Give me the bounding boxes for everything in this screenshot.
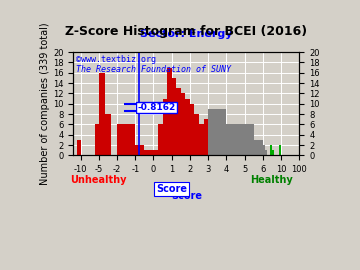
Y-axis label: Number of companies (339 total): Number of companies (339 total) [40, 22, 50, 185]
Text: -0.8162: -0.8162 [138, 103, 176, 112]
Bar [99, 73, 105, 156]
Text: ©www.textbiz.org: ©www.textbiz.org [76, 55, 156, 64]
Bar [95, 124, 99, 156]
Bar [181, 93, 185, 156]
Bar [190, 104, 194, 156]
Bar [244, 124, 254, 156]
Bar [204, 119, 208, 156]
Bar [263, 145, 265, 156]
Bar [279, 145, 281, 156]
Text: Sector: Energy: Sector: Energy [140, 29, 233, 39]
Bar [167, 68, 172, 156]
Bar [272, 150, 274, 156]
Bar [185, 99, 190, 156]
Bar [194, 114, 199, 156]
Text: Score: Score [156, 184, 187, 194]
Bar [208, 109, 217, 156]
Bar [265, 150, 267, 156]
Bar [235, 124, 244, 156]
Bar [172, 78, 176, 156]
X-axis label: Score: Score [171, 191, 202, 201]
Bar [135, 145, 144, 156]
Bar [117, 124, 126, 156]
Text: Healthy: Healthy [251, 175, 293, 185]
Bar [158, 124, 163, 156]
Bar [176, 88, 181, 156]
Bar [153, 150, 158, 156]
Title: Z-Score Histogram for BCEI (2016): Z-Score Histogram for BCEI (2016) [65, 25, 307, 38]
Bar [163, 99, 167, 156]
Text: The Research Foundation of SUNY: The Research Foundation of SUNY [76, 65, 231, 75]
Text: Unhealthy: Unhealthy [71, 175, 127, 185]
Bar [144, 150, 153, 156]
Bar [254, 140, 263, 156]
Bar [226, 124, 235, 156]
Bar [105, 114, 111, 156]
Bar [270, 145, 272, 156]
Bar [217, 109, 226, 156]
Bar [77, 140, 81, 156]
Bar [126, 124, 135, 156]
Bar [199, 124, 204, 156]
